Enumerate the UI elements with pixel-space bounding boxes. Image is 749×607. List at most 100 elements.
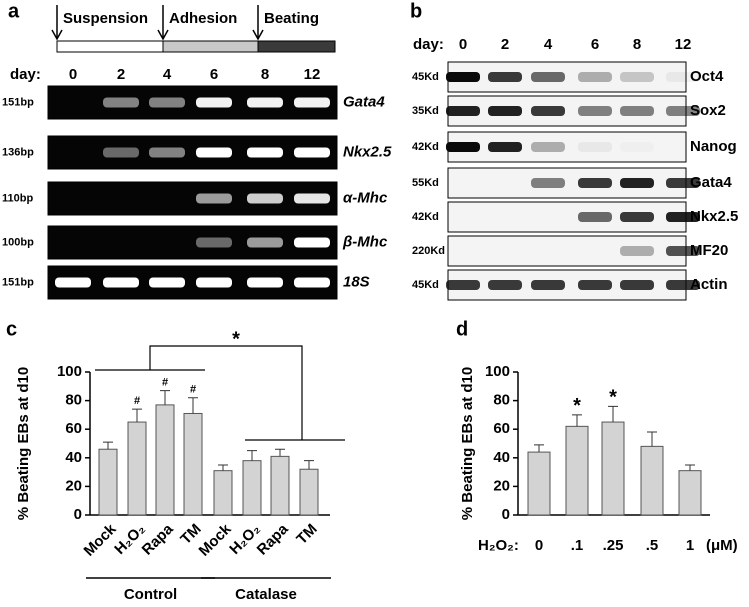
size-label: 55Kd [412,177,439,189]
error-bar [647,431,657,447]
x-tick-label: TM [293,521,320,548]
y-tick-label: 80 [493,392,510,409]
bar [565,425,589,516]
band [247,97,283,108]
band [103,97,139,108]
x-tick-label: 0 [535,537,543,554]
panel-label: c [6,318,17,340]
y-tick-label: 20 [65,477,82,494]
band [149,147,185,158]
y-tick-label: 60 [493,420,510,437]
band [531,178,565,188]
row-name: Oct4 [690,68,724,85]
x-tick-label: 1 [686,537,694,554]
row-name: Gata4 [343,93,385,110]
unit-label: (μM) [706,537,738,554]
y-tick-label: 60 [65,420,82,437]
band [103,238,139,248]
band [531,246,565,256]
band [294,277,330,288]
gel-strip [47,85,338,120]
day-tick-label: 12 [675,36,692,53]
day-tick-label: 6 [210,66,218,83]
x-tick-label: Rapa [139,520,177,558]
y-axis-label: % Beating EBs at d10 [15,367,32,520]
day-tick-label: 4 [163,66,172,83]
size-label: 45Kd [412,71,439,83]
band [196,97,232,108]
y-tick-label: 40 [493,449,510,466]
x-tick-label: .5 [646,537,659,554]
row-name: MF20 [690,242,728,259]
band [149,194,185,204]
size-label: 42Kd [412,211,439,223]
band [666,178,700,188]
band [247,193,283,204]
error-bar [608,405,618,423]
group-label: Control [124,586,177,603]
row-name: Actin [690,276,728,293]
row-name: Sox2 [690,102,726,119]
stage-label: Beating [264,10,319,27]
row-name: Nkx2.5 [343,143,392,160]
band [247,277,283,288]
error-bar [103,441,113,450]
error-bar [534,444,544,453]
size-label: 100bp [2,236,34,248]
band [294,97,330,108]
band [666,246,700,256]
bar [242,460,262,516]
band [196,147,232,158]
band [578,280,612,290]
band [149,277,185,288]
significance-marker: # [162,376,168,388]
day-tick-label: 4 [544,36,553,53]
day-label: day: [10,66,41,83]
size-label: 151bp [2,96,34,108]
error-bar [218,464,228,471]
x-tick-label: Mock [196,520,236,560]
band [488,246,522,256]
error-bar [685,464,695,471]
band [488,106,522,116]
band [446,246,480,256]
band [578,72,612,82]
band [294,147,330,158]
band [578,246,612,256]
bar [640,445,664,516]
x-tick-label: Rapa [254,520,292,558]
band [620,142,654,152]
row-name: Nkx2.5 [690,208,738,225]
band [247,147,283,158]
band [620,106,654,116]
band [620,178,654,188]
bar [527,451,551,516]
band [488,178,522,188]
band [149,238,185,248]
gel-a [47,85,338,300]
band [294,237,330,248]
band [446,280,480,290]
band [578,178,612,188]
day-tick-label: 12 [304,66,321,83]
band [294,193,330,204]
bar [127,421,147,516]
x-tick-label: .25 [603,537,624,554]
row-name: Nanog [690,138,737,155]
bar [155,404,175,516]
day-tick-label: 2 [117,66,125,83]
x-tick-label: .1 [571,537,584,554]
day-tick-label: 8 [633,36,641,53]
band [196,237,232,248]
y-tick-label: 20 [493,477,510,494]
x-tick-label: H₂O₂ [226,521,263,558]
size-label: 42Kd [412,141,439,153]
bar [270,455,290,516]
y-tick-label: 0 [74,506,82,523]
band [103,194,139,204]
band [488,72,522,82]
gel-strip [447,131,687,163]
bar [299,468,319,516]
gel-strip [47,225,338,260]
